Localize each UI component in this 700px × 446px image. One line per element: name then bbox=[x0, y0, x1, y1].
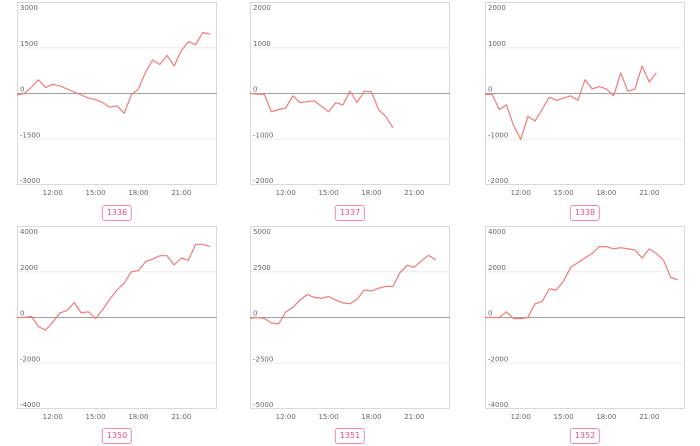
y-tick-label: 0 bbox=[488, 86, 492, 94]
x-tick-label: 21:00 bbox=[171, 189, 191, 197]
y-tick-label: 1000 bbox=[488, 40, 506, 48]
series-line-1338 bbox=[485, 65, 657, 140]
x-tick-label: 21:00 bbox=[171, 413, 191, 421]
x-tick-label: 15:00 bbox=[553, 189, 573, 197]
y-tick-label: 2000 bbox=[253, 4, 271, 12]
y-tick-label: -2000 bbox=[488, 177, 508, 185]
y-tick-label: -2000 bbox=[253, 177, 273, 185]
y-tick-label: 4000 bbox=[20, 228, 38, 236]
y-tick-label: -2000 bbox=[20, 355, 40, 363]
y-tick-label: 0 bbox=[253, 310, 257, 318]
x-tick-label: 21:00 bbox=[404, 413, 424, 421]
y-tick-label: 1500 bbox=[20, 40, 38, 48]
x-tick-label: 12:00 bbox=[511, 189, 531, 197]
x-tick-label: 21:00 bbox=[404, 189, 424, 197]
x-tick-label: 15:00 bbox=[85, 413, 105, 421]
x-tick-label: 18:00 bbox=[128, 413, 148, 421]
chart-panel-1352: 4000 2000 0 -2000 -4000 12:00 15:00 18:00 21:00 bbox=[485, 226, 685, 421]
chart-panel-1350: 4000 2000 0 -2000 -4000 12:00 15:00 18:00 21:00 bbox=[17, 226, 217, 421]
x-tick-label: 18:00 bbox=[596, 413, 616, 421]
x-tick-label: 21:00 bbox=[639, 189, 659, 197]
y-tick-label: -5000 bbox=[253, 401, 273, 409]
y-tick-label: 0 bbox=[20, 310, 24, 318]
x-tick-label: 15:00 bbox=[553, 413, 573, 421]
y-tick-label: -3000 bbox=[20, 177, 40, 185]
x-tick-label: 18:00 bbox=[361, 189, 381, 197]
y-tick-label: -1000 bbox=[488, 131, 508, 139]
x-tick-label: 21:00 bbox=[639, 413, 659, 421]
series-line-1336 bbox=[16, 31, 211, 114]
y-tick-label: 4000 bbox=[488, 228, 506, 236]
chart-label-1338: 1338 bbox=[569, 205, 601, 221]
chart-label-1337: 1337 bbox=[334, 205, 366, 221]
chart-label-1336: 1336 bbox=[101, 205, 133, 221]
y-tick-label: 2000 bbox=[488, 264, 506, 272]
y-tick-label: -1500 bbox=[20, 131, 40, 139]
y-tick-label: -1000 bbox=[253, 131, 273, 139]
x-tick-label: 15:00 bbox=[85, 189, 105, 197]
chart-panel-1338: 2000 1000 0 -1000 -2000 12:00 15:00 18:00 21:00 bbox=[485, 2, 685, 197]
y-tick-label: 0 bbox=[20, 86, 24, 94]
x-tick-label: 12:00 bbox=[43, 413, 63, 421]
chart-label-1350: 1350 bbox=[101, 428, 133, 444]
y-tick-label: 0 bbox=[253, 86, 257, 94]
x-tick-label: 12:00 bbox=[43, 189, 63, 197]
x-tick-label: 15:00 bbox=[318, 189, 338, 197]
y-tick-label: 2000 bbox=[20, 264, 38, 272]
x-tick-label: 12:00 bbox=[276, 189, 296, 197]
x-tick-label: 15:00 bbox=[318, 413, 338, 421]
y-tick-label: 2500 bbox=[253, 264, 271, 272]
x-tick-label: 18:00 bbox=[128, 189, 148, 197]
y-tick-label: -2000 bbox=[488, 355, 508, 363]
y-tick-label: 0 bbox=[488, 310, 492, 318]
chart-label-1352: 1352 bbox=[569, 428, 601, 444]
chart-label-1351: 1351 bbox=[334, 428, 366, 444]
x-tick-label: 12:00 bbox=[511, 413, 531, 421]
chart-panel-1337: 2000 1000 0 -1000 -2000 12:00 15:00 18:00 21:00 bbox=[249, 2, 450, 197]
y-tick-label: 2000 bbox=[488, 4, 506, 12]
y-tick-label: 1000 bbox=[253, 40, 271, 48]
y-tick-label: 5000 bbox=[253, 228, 271, 236]
x-tick-label: 18:00 bbox=[596, 189, 616, 197]
series-line-1337 bbox=[249, 90, 394, 129]
y-tick-label: -4000 bbox=[488, 401, 508, 409]
chart-panel-1336: 3000 1500 0 -1500 -3000 12:00 15:00 18:00 21:00 bbox=[16, 2, 217, 197]
series-line-1350 bbox=[17, 243, 211, 331]
y-tick-label: 3000 bbox=[20, 4, 38, 12]
y-tick-label: -2500 bbox=[253, 355, 273, 363]
x-tick-label: 12:00 bbox=[276, 413, 296, 421]
y-tick-label: -4000 bbox=[20, 401, 40, 409]
series-line-1352 bbox=[485, 246, 679, 320]
chart-panel-1351: 5000 2500 0 -2500 -5000 12:00 15:00 18:00 21:00 bbox=[249, 226, 450, 421]
series-line-1351 bbox=[249, 254, 437, 325]
x-tick-label: 18:00 bbox=[361, 413, 381, 421]
